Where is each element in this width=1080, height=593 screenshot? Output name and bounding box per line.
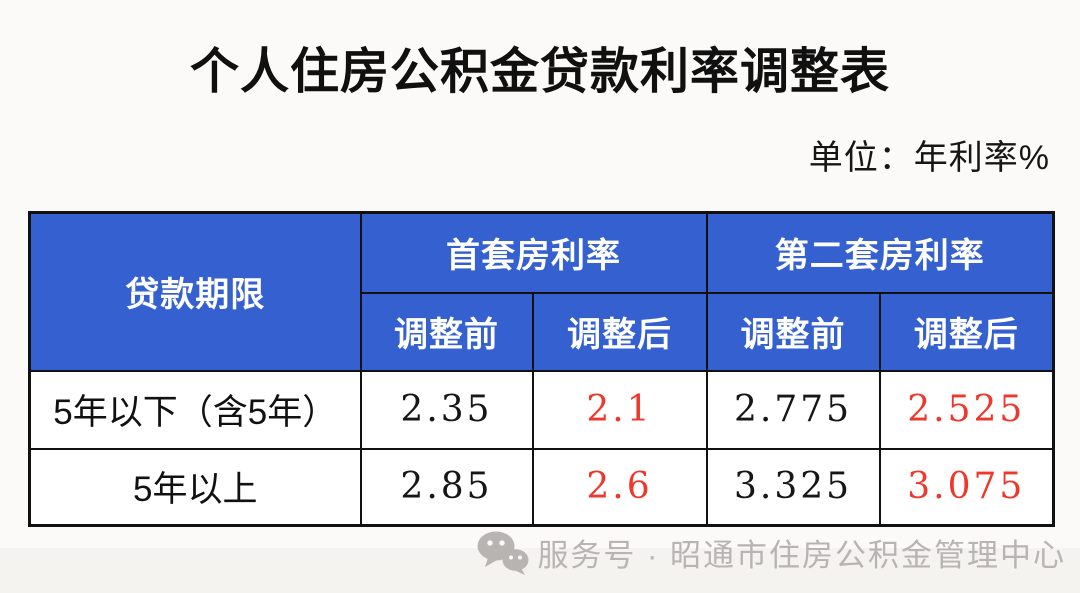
footer-text: 服务号 · 昭通市住房公积金管理中心	[537, 538, 1066, 573]
group-header-second-home-rate: 第二套房利率	[705, 211, 1055, 294]
rate-cell-second-before: 2.775	[705, 369, 881, 450]
subheader-first-after: 调整后	[531, 291, 708, 372]
wechat-icon	[477, 531, 529, 575]
corner-header-loan-term: 贷款期限	[28, 211, 362, 372]
subheader-second-after: 调整后	[878, 291, 1055, 372]
group-header-first-home-rate: 首套房利率	[359, 211, 708, 294]
rate-cell-first-after: 2.6	[531, 447, 708, 527]
term-cell: 5年以上	[28, 447, 362, 527]
footer-watermark: 服务号 · 昭通市住房公积金管理中心	[477, 530, 1066, 575]
subheader-first-before: 调整前	[359, 291, 534, 372]
rate-cell-second-after: 3.075	[878, 447, 1055, 527]
header-row-groups: 贷款期限 首套房利率 第二套房利率	[28, 211, 1055, 372]
rate-cell-first-before: 2.85	[359, 447, 534, 527]
page-title: 个人住房公积金贷款利率调整表	[189, 45, 890, 99]
bottom-strip	[0, 548, 1080, 593]
rate-cell-first-before: 2.35	[359, 369, 534, 450]
header-row-sub: 调整前 调整后 调整前 调整后	[30, 291, 1055, 372]
table-row: 5年以上 2.85 2.6 3.325 3.075	[28, 447, 1055, 527]
subheader-second-before: 调整前	[705, 291, 881, 372]
rate-table: 贷款期限 首套房利率 第二套房利率 调整前 调整后 调整前 调整后 5年以下（含…	[28, 211, 1055, 527]
rate-cell-second-before: 3.325	[705, 447, 881, 527]
table-row: 5年以下（含5年） 2.35 2.1 2.775 2.525	[28, 369, 1055, 450]
term-cell: 5年以下（含5年）	[28, 369, 362, 450]
rate-cell-first-after: 2.1	[531, 369, 708, 450]
unit-label: 单位：年利率%	[808, 139, 1050, 177]
rate-cell-second-after: 2.525	[878, 369, 1055, 450]
